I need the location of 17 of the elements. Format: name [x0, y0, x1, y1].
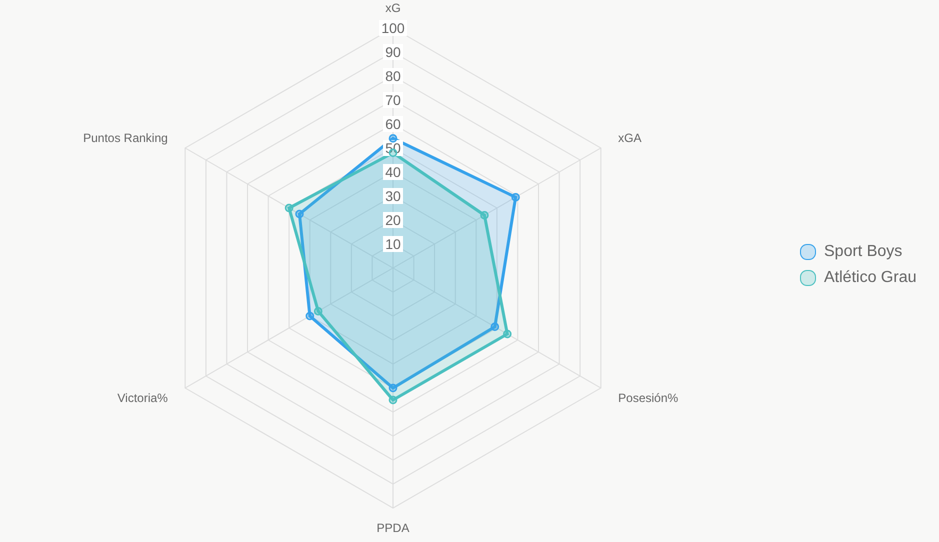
y-tick-label: 40 [385, 164, 401, 180]
y-tick-label: 70 [385, 92, 401, 108]
spoke-label: Puntos Ranking [83, 131, 168, 145]
y-tick-label: 60 [385, 116, 401, 132]
spoke-label: xGA [618, 131, 642, 145]
y-tick-label: 10 [385, 236, 401, 252]
spoke-label: xG [385, 1, 401, 15]
y-tick-label: 80 [385, 68, 401, 84]
spoke-label: PPDA [376, 521, 410, 535]
y-tick-label: 90 [385, 44, 401, 60]
y-tick-label: 30 [385, 188, 401, 204]
y-tick-label: 20 [385, 212, 401, 228]
spoke-label: Posesión% [618, 391, 679, 405]
legend-label: Atlético Grau [824, 269, 916, 287]
spoke-label: Victoria% [117, 391, 168, 405]
y-tick-label: 100 [381, 20, 405, 36]
legend-label: Sport Boys [824, 243, 902, 261]
